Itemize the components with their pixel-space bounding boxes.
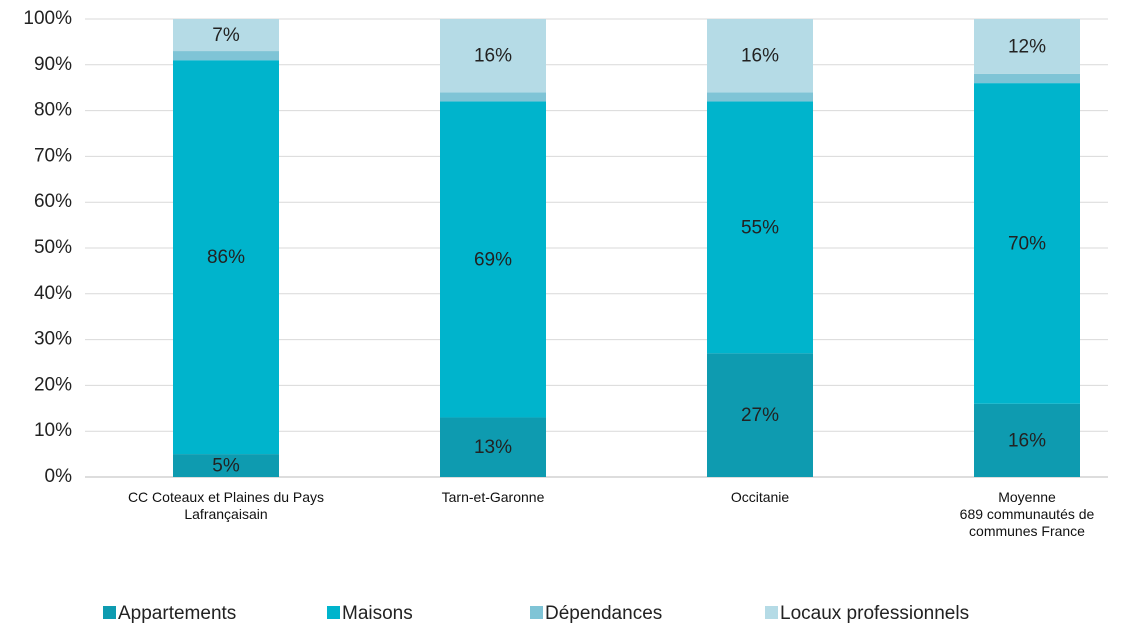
y-tick-label: 10% xyxy=(34,420,72,441)
legend-swatch xyxy=(103,606,116,619)
y-tick-label: 20% xyxy=(34,374,72,395)
legend-label: Appartements xyxy=(118,603,236,624)
data-label: 27% xyxy=(741,405,779,426)
legend-swatch xyxy=(530,606,543,619)
bar-segment xyxy=(173,454,279,477)
data-label: 16% xyxy=(1008,430,1046,451)
bar-segment xyxy=(440,92,546,102)
data-label: 13% xyxy=(474,437,512,458)
legend-label: Locaux professionnels xyxy=(780,603,969,624)
y-tick-label: 0% xyxy=(45,466,73,487)
data-label: 5% xyxy=(212,456,240,477)
bar-segment xyxy=(974,73,1080,84)
y-tick-label: 50% xyxy=(34,237,72,258)
x-tick-label: Tarn-et-Garonne xyxy=(441,489,545,505)
legend-swatch xyxy=(765,606,778,619)
data-label: 70% xyxy=(1008,233,1046,254)
x-tick-label: Moyenne 689 communautés de communes Fran… xyxy=(959,489,1095,539)
y-tick-label: 70% xyxy=(34,145,72,166)
bar-segment xyxy=(974,403,1080,477)
legend-swatch xyxy=(327,606,340,619)
data-label: 86% xyxy=(207,247,245,268)
y-tick-label: 100% xyxy=(23,8,72,29)
data-label: 16% xyxy=(741,46,779,67)
data-label: 69% xyxy=(474,249,512,270)
y-tick-label: 40% xyxy=(34,283,72,304)
bar-segment xyxy=(440,417,546,477)
y-tick-label: 80% xyxy=(34,100,72,121)
data-label: 16% xyxy=(474,46,512,67)
bar-segment xyxy=(707,92,813,102)
bar-segment xyxy=(707,101,813,354)
data-label: 55% xyxy=(741,217,779,238)
y-tick-label: 30% xyxy=(34,329,72,350)
bar-segment xyxy=(974,19,1080,74)
x-tick-label: CC Coteaux et Plaines du Pays Lafrançais… xyxy=(127,489,325,522)
bar-segment xyxy=(173,19,279,52)
bar-segment xyxy=(974,83,1080,404)
x-tick-label: Occitanie xyxy=(730,489,790,505)
legend-label: Dépendances xyxy=(545,603,662,624)
bar-segment xyxy=(440,19,546,93)
bar-segment xyxy=(173,51,279,61)
y-tick-label: 60% xyxy=(34,191,72,212)
bar-segment xyxy=(173,60,279,455)
bar-segment xyxy=(440,101,546,418)
bar-segment xyxy=(707,19,813,93)
data-label: 12% xyxy=(1008,36,1046,57)
y-tick-label: 90% xyxy=(34,54,72,75)
legend-label: Maisons xyxy=(342,603,413,624)
bar-segment xyxy=(707,353,813,477)
data-label: 7% xyxy=(212,25,240,46)
